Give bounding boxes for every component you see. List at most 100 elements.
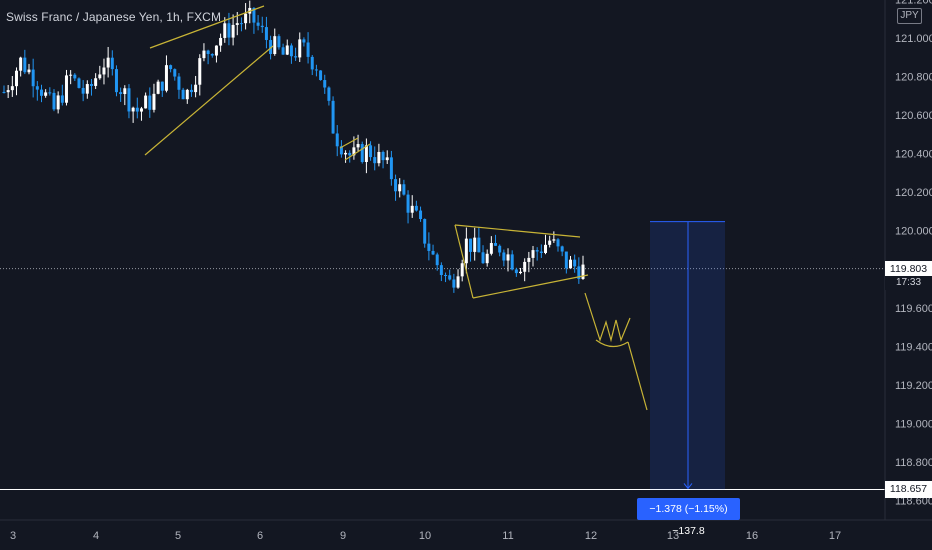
- candle-body: [89, 84, 93, 86]
- candle-body: [85, 84, 89, 94]
- candle-body: [244, 13, 248, 24]
- measure-arrow-head: [683, 483, 693, 490]
- candle-body: [264, 27, 268, 40]
- countdown-tag: 17:33: [885, 276, 932, 290]
- candle-body: [444, 275, 448, 277]
- measure-tool[interactable]: [650, 221, 725, 490]
- candle-body: [123, 88, 127, 95]
- candle-body: [185, 89, 189, 100]
- candle-body: [569, 259, 573, 269]
- candle-body: [106, 57, 110, 68]
- candle-body: [352, 147, 356, 156]
- candle-body: [431, 250, 435, 255]
- candle-body: [6, 90, 10, 93]
- candle-body: [139, 108, 143, 112]
- y-tick-label: 120.000: [895, 226, 932, 238]
- candle-body: [510, 254, 514, 270]
- candle-body: [214, 45, 218, 56]
- y-tick-label: 120.200: [895, 187, 932, 199]
- candle-body: [494, 243, 498, 246]
- candle-body: [19, 57, 23, 71]
- candle-body: [364, 145, 368, 162]
- candle-body: [460, 263, 464, 277]
- candle-body: [23, 57, 27, 73]
- candle-body: [310, 56, 314, 70]
- candle-body: [498, 245, 502, 253]
- candle-body: [48, 92, 52, 94]
- candle-body: [260, 25, 264, 28]
- candle-body: [348, 152, 352, 156]
- x-tick-label: 11: [502, 530, 513, 542]
- candle-body: [427, 243, 431, 251]
- x-tick-label: 17: [829, 530, 841, 542]
- y-tick-label: 118.600: [895, 495, 932, 507]
- candle-body: [14, 70, 18, 87]
- candle-body: [223, 23, 227, 38]
- candle-body: [410, 205, 414, 213]
- candle-body: [369, 145, 373, 158]
- candle-body: [577, 266, 581, 279]
- candle-body: [502, 252, 506, 261]
- y-tick-label: 121.000: [895, 33, 932, 45]
- target-price-tag: 118.657: [885, 481, 932, 498]
- candle-body: [419, 210, 423, 220]
- x-tick-label: 12: [585, 530, 597, 542]
- candle-body: [31, 69, 35, 87]
- candle-body: [302, 39, 306, 43]
- candle-body: [464, 238, 468, 264]
- candle-body: [198, 58, 202, 85]
- candle-body: [414, 205, 418, 211]
- flag-lower-line: [344, 143, 371, 161]
- wedge-upper-line: [149, 5, 265, 49]
- candlestick-series: [2, 0, 585, 293]
- candle-body: [314, 69, 318, 71]
- candle-body: [39, 89, 43, 96]
- candle-body: [485, 253, 489, 264]
- candle-body: [60, 95, 64, 103]
- candle-body: [281, 47, 285, 55]
- x-tick-label: 4: [93, 530, 99, 542]
- last-price-tag: 119.803: [885, 261, 932, 278]
- triangle-upper-line: [454, 224, 581, 238]
- candle-body: [102, 67, 106, 75]
- candle-body: [298, 39, 302, 58]
- candle-body: [423, 219, 427, 244]
- x-tick-label: 10: [419, 530, 431, 542]
- candle-body: [114, 69, 118, 93]
- candle-body: [273, 36, 277, 54]
- candle-body: [531, 250, 535, 258]
- candle-body: [252, 7, 256, 23]
- candle-body: [473, 237, 477, 252]
- candle-body: [152, 93, 156, 110]
- candle-body: [210, 54, 214, 56]
- candle-body: [514, 269, 518, 274]
- candle-body: [156, 81, 160, 94]
- candle-body: [377, 151, 381, 164]
- candle-body: [323, 80, 327, 88]
- y-tick-label: 121.200: [895, 0, 932, 6]
- candle-body: [556, 239, 560, 247]
- candle-body: [331, 100, 335, 134]
- candle-body: [394, 179, 398, 192]
- symbol-title: Swiss Franc / Japanese Yen, 1h, FXCM: [6, 10, 222, 24]
- candle-body: [94, 78, 98, 86]
- price-axis[interactable]: 121.200 121.000 120.800 120.600 120.400 120.2…: [884, 0, 932, 520]
- candle-body: [44, 92, 48, 96]
- triangle-lower-line: [472, 274, 589, 299]
- y-tick-label: 120.800: [895, 72, 932, 84]
- candle-body: [231, 24, 235, 38]
- time-axis[interactable]: 3 4 5 6 9 10 11 12 13 16 17: [0, 519, 932, 542]
- candle-body: [227, 23, 231, 38]
- candle-body: [506, 254, 510, 261]
- x-tick-label: 3: [10, 530, 16, 542]
- candle-body: [573, 259, 577, 267]
- currency-badge[interactable]: JPY: [897, 8, 922, 24]
- candle-body: [535, 250, 539, 252]
- candle-body: [489, 243, 493, 254]
- candle-body: [581, 264, 585, 279]
- candle-body: [527, 257, 531, 262]
- candle-body: [481, 252, 485, 264]
- candle-body: [452, 279, 456, 288]
- candle-body: [27, 69, 31, 73]
